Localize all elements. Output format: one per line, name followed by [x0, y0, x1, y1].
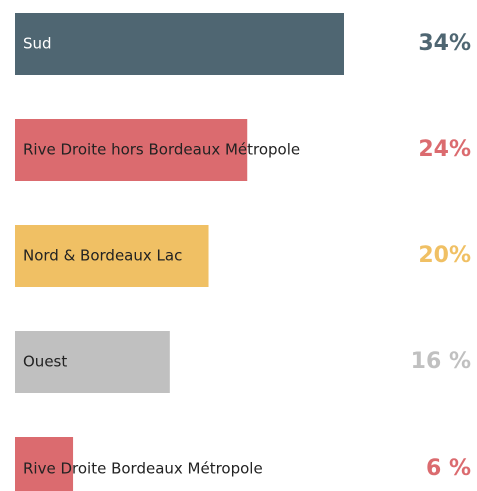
bar — [15, 13, 344, 75]
value-label: 6 % — [426, 456, 471, 481]
category-label: Nord & Bordeaux Lac — [23, 247, 182, 265]
category-label: Rive Droite Bordeaux Métropole — [23, 460, 263, 478]
value-label: 16 % — [411, 349, 471, 374]
category-label: Rive Droite hors Bordeaux Métropole — [23, 141, 300, 159]
value-label: 24% — [418, 137, 471, 162]
bar — [15, 437, 74, 491]
category-label: Sud — [23, 35, 52, 53]
bar — [15, 225, 209, 287]
category-label: Ouest — [23, 353, 67, 371]
value-label: 20% — [418, 243, 471, 268]
bar — [15, 331, 170, 393]
bar — [15, 119, 248, 181]
value-label: 34% — [418, 31, 471, 56]
